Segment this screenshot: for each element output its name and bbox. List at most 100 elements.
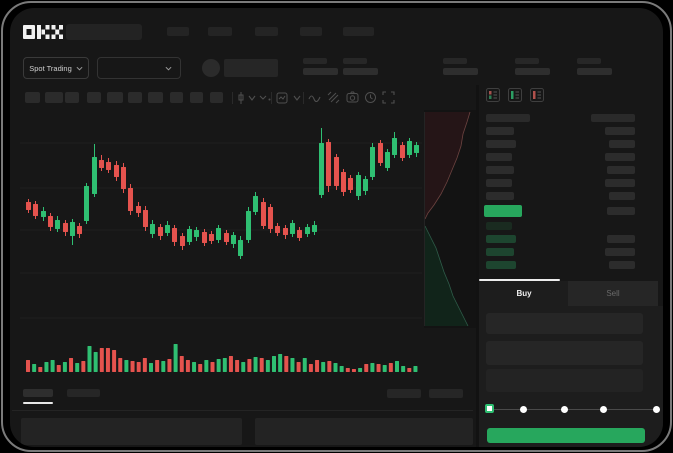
candlestick-chart[interactable]	[10, 8, 663, 447]
volume-bar	[235, 360, 240, 372]
buy-submit-button[interactable]	[487, 428, 645, 443]
volume-bar	[56, 365, 61, 372]
volume-bar	[50, 360, 55, 372]
ask-price-bar[interactable]	[486, 153, 512, 161]
timeframe-button[interactable]	[128, 92, 142, 103]
orders-action-pill[interactable]	[429, 389, 463, 398]
orderbook-view-combined-icon[interactable]	[486, 88, 500, 102]
slider-stop-dot[interactable]	[560, 405, 568, 413]
timeframe-button[interactable]	[148, 92, 163, 103]
order-input-field[interactable]	[486, 313, 643, 334]
bid-price-bar[interactable]	[486, 261, 516, 269]
volume-bar	[118, 358, 123, 372]
candle-body	[275, 226, 280, 233]
ask-amount-bar[interactable]	[605, 153, 635, 161]
ask-price-bar[interactable]	[486, 166, 514, 174]
volume-bar	[81, 361, 86, 372]
volume-bar	[75, 363, 80, 372]
timeframe-button[interactable]	[25, 92, 40, 103]
tab-buy-label[interactable]: Buy	[516, 289, 532, 298]
slider-track[interactable]	[489, 408, 659, 410]
candle-body	[63, 223, 68, 232]
bid-amount-bar[interactable]	[607, 235, 635, 243]
ask-price-bar[interactable]	[486, 127, 514, 135]
ask-amount-bar[interactable]	[605, 127, 635, 135]
tab-buy[interactable]	[479, 281, 568, 306]
bid-price-bar[interactable]	[486, 248, 514, 256]
ask-price-bar[interactable]	[486, 179, 512, 187]
volume-bar	[149, 363, 153, 372]
volume-bar	[204, 360, 209, 372]
volume-bar	[333, 363, 338, 372]
candle-body	[297, 230, 302, 238]
bid-amount-bar[interactable]	[605, 248, 635, 256]
market-type-selector[interactable]: Spot Trading	[23, 57, 89, 79]
ask-amount-bar[interactable]	[605, 179, 635, 187]
nav-pill[interactable]	[255, 27, 278, 36]
nav-pill[interactable]	[208, 27, 232, 36]
orderbook-view-asks-icon[interactable]	[530, 88, 544, 102]
orders-tab[interactable]	[67, 389, 100, 397]
volume-bar	[247, 359, 252, 372]
order-input-field[interactable]	[486, 341, 643, 365]
line-tool-button[interactable]	[308, 94, 321, 102]
interval-dropdown-button[interactable]	[259, 95, 271, 101]
candle-body	[378, 143, 383, 163]
volume-bar	[155, 360, 160, 372]
volume-bar	[26, 360, 30, 372]
timeframe-button[interactable]	[87, 92, 101, 103]
slider-stop-dot[interactable]	[652, 405, 660, 413]
ask-amount-bar[interactable]	[607, 166, 635, 174]
orders-tab[interactable]	[23, 389, 53, 397]
volume-bar	[38, 367, 43, 372]
slider-handle[interactable]	[484, 404, 494, 413]
candle-body	[334, 157, 339, 186]
pair-dropdown[interactable]	[97, 57, 181, 79]
compare-button[interactable]	[327, 91, 340, 104]
candle-style-button[interactable]	[237, 92, 257, 104]
ask-amount-bar[interactable]	[609, 140, 635, 148]
candle-body	[305, 227, 310, 234]
slider-stop-dot[interactable]	[599, 405, 607, 413]
history-clock-button[interactable]	[364, 91, 377, 104]
tab-sell-label[interactable]: Sell	[606, 289, 620, 298]
timeframe-button[interactable]	[45, 92, 63, 103]
timeframe-button[interactable]	[190, 92, 203, 103]
fullscreen-button[interactable]	[382, 91, 395, 104]
order-input-field[interactable]	[486, 369, 643, 392]
nav-pill[interactable]	[300, 27, 322, 36]
candle-body	[158, 227, 163, 236]
slider-stop-dot[interactable]	[519, 405, 527, 413]
nav-pill[interactable]	[343, 27, 374, 36]
indicators-button[interactable]	[276, 92, 302, 104]
header-menu-placeholder[interactable]	[66, 24, 142, 40]
screenshot-button[interactable]	[346, 91, 359, 103]
ask-price-bar[interactable]	[486, 192, 514, 200]
volume-bar	[44, 362, 49, 372]
bid-price-bar[interactable]	[486, 222, 512, 230]
ask-amount-bar[interactable]	[609, 192, 635, 200]
candle-body	[26, 202, 31, 210]
orderbook-header-bar	[486, 114, 530, 122]
bid-price-bar[interactable]	[486, 235, 516, 243]
ask-price-bar[interactable]	[486, 140, 516, 148]
orders-action-pill[interactable]	[387, 389, 421, 398]
toolbar-divider	[271, 92, 272, 104]
tab-sell[interactable]	[568, 281, 658, 306]
timeframe-button[interactable]	[65, 92, 79, 103]
coin-avatar	[202, 59, 220, 77]
orderbook-view-bids-icon[interactable]	[508, 88, 522, 102]
timeframe-button[interactable]	[170, 92, 183, 103]
timeframe-button[interactable]	[210, 92, 223, 103]
volume-bar	[192, 362, 197, 372]
bid-amount-bar[interactable]	[609, 261, 635, 269]
nav-pill[interactable]	[167, 27, 189, 36]
timeframe-button[interactable]	[107, 92, 123, 103]
candle-body	[202, 232, 207, 243]
candle-body	[84, 186, 89, 221]
volume-bar	[290, 358, 295, 372]
candle-body	[356, 175, 361, 196]
volume-bar	[272, 356, 276, 372]
amount-slider[interactable]	[484, 403, 661, 416]
volume-bar	[185, 360, 190, 372]
